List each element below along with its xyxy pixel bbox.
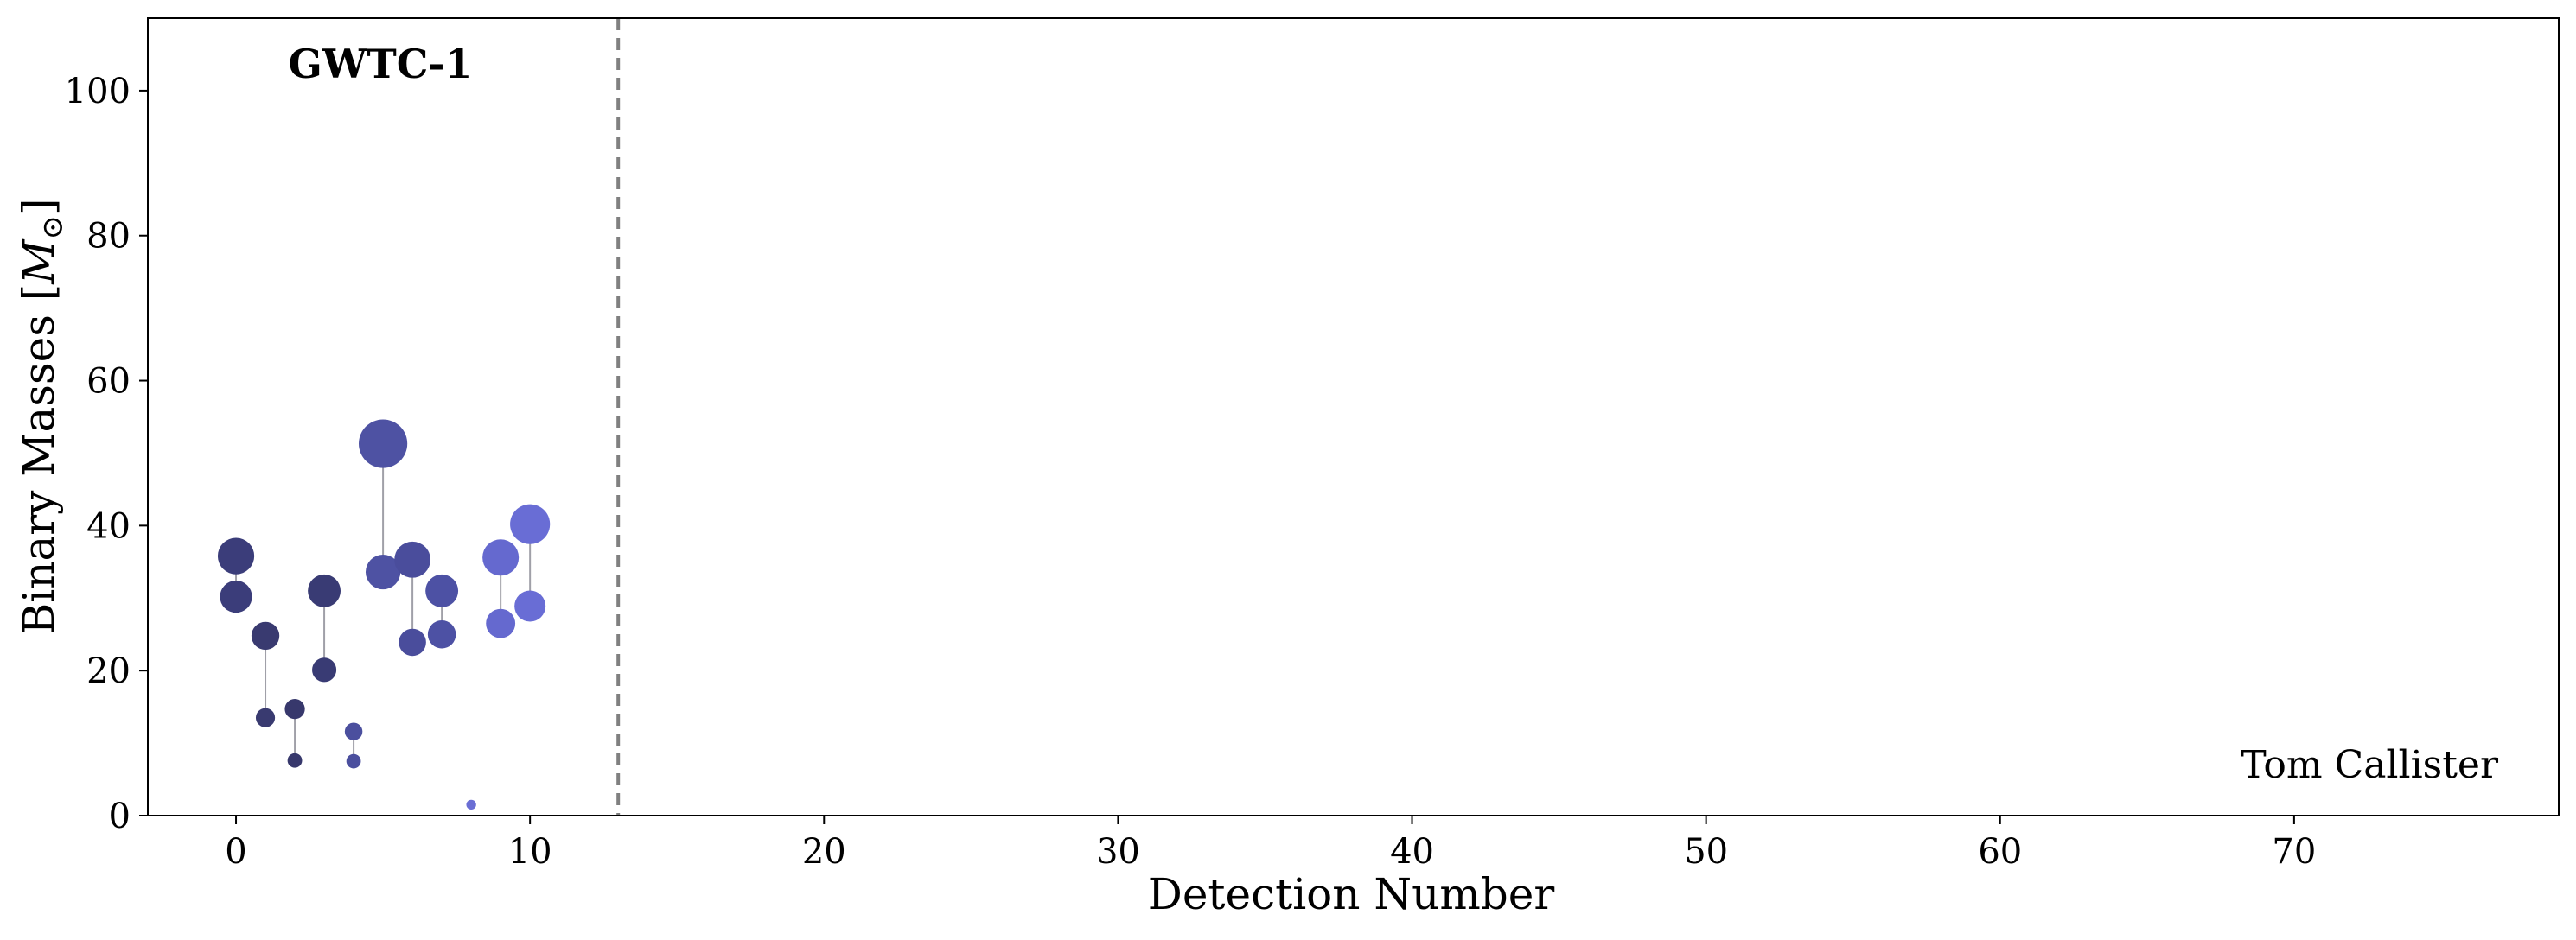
primary-mass-point bbox=[344, 722, 363, 740]
primary-mass-point bbox=[217, 537, 255, 575]
y-tick-label: 100 bbox=[65, 72, 131, 111]
x-axis-ticks: 0 10 20 30 40 50 60 70 bbox=[225, 816, 2316, 872]
primary-mass-point bbox=[284, 699, 305, 720]
primary-mass-point bbox=[359, 419, 408, 468]
y-tick-label: 80 bbox=[86, 217, 131, 257]
x-tick-label: 10 bbox=[508, 832, 552, 872]
x-tick-label: 50 bbox=[1684, 832, 1728, 872]
plot-frame bbox=[147, 17, 2560, 816]
secondary-mass-point bbox=[365, 554, 401, 590]
y-tick-label: 40 bbox=[86, 506, 131, 546]
x-tick-label: 30 bbox=[1096, 832, 1140, 872]
secondary-mass-point bbox=[427, 619, 456, 649]
primary-mass-point bbox=[482, 539, 520, 576]
catalog-label: GWTC-1 bbox=[289, 41, 473, 87]
primary-mass-point bbox=[466, 799, 476, 810]
y-tick-label: 0 bbox=[109, 797, 131, 836]
primary-mass-point bbox=[394, 541, 430, 578]
y-axis-label-symbol: M bbox=[14, 238, 64, 285]
y-axis-label-suffix: ] bbox=[14, 199, 64, 216]
x-tick-label: 40 bbox=[1390, 832, 1434, 872]
chart-marks bbox=[217, 18, 621, 816]
x-tick-label: 70 bbox=[2272, 832, 2316, 872]
x-tick-label: 20 bbox=[802, 832, 846, 872]
primary-mass-point bbox=[308, 574, 341, 607]
primary-mass-point bbox=[510, 504, 551, 544]
secondary-mass-point bbox=[255, 708, 276, 727]
primary-mass-point bbox=[251, 621, 280, 651]
y-tick-label: 60 bbox=[86, 362, 131, 402]
secondary-mass-point bbox=[399, 628, 426, 657]
secondary-mass-point bbox=[287, 753, 303, 768]
x-tick-label: 60 bbox=[1978, 832, 2022, 872]
secondary-mass-point bbox=[486, 608, 516, 638]
y-tick-label: 20 bbox=[86, 651, 131, 691]
credit-label: Tom Callister bbox=[2241, 743, 2499, 787]
y-axis-ticks: 0 20 40 60 80 100 bbox=[65, 72, 148, 836]
secondary-mass-point bbox=[514, 590, 546, 622]
y-axis-label-subscript: ⊙ bbox=[35, 215, 70, 240]
secondary-mass-point bbox=[346, 753, 361, 769]
secondary-mass-point bbox=[312, 657, 337, 683]
x-tick-label: 0 bbox=[225, 832, 246, 872]
primary-mass-point bbox=[425, 574, 459, 607]
x-axis-label: Detection Number bbox=[1148, 869, 1555, 919]
secondary-mass-point bbox=[220, 581, 252, 613]
y-axis-label: Binary Masses [M⊙] bbox=[14, 199, 70, 635]
y-axis-label-prefix: Binary Masses [ bbox=[14, 284, 64, 635]
